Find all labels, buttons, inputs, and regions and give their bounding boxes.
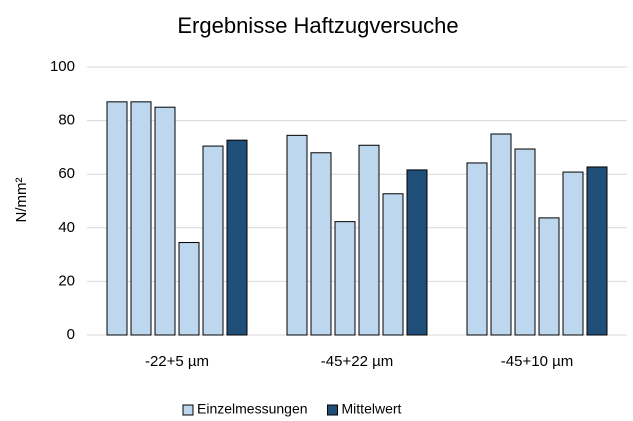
bar [514,148,536,336]
bar [310,152,332,336]
x-tick-label: -45+10 µm [501,353,573,370]
chart-title: Ergebnisse Haftzugversuche [177,13,458,38]
y-tick-label: 60 [58,165,75,182]
y-tick-label: 80 [58,112,75,129]
x-tick-label: -22+5 µm [145,353,209,370]
bar [562,171,584,336]
legend-swatch [182,404,194,416]
bar [358,144,380,336]
legend-label: Einzelmessungen [197,401,308,417]
bar [154,106,176,336]
x-tick-label: -45+22 µm [321,353,393,370]
y-tick-label: 100 [50,58,75,75]
bar [466,162,488,336]
bar [226,139,248,336]
bar [538,217,560,336]
bar [286,134,308,336]
y-axis-label: N/mm² [13,178,30,223]
y-tick-label: 40 [58,219,75,236]
bar [490,133,512,336]
bar [382,193,404,336]
bar [202,145,224,336]
bar [106,101,128,336]
y-tick-label: 20 [58,272,75,289]
bar [130,101,152,336]
y-tick-label: 0 [67,326,75,343]
legend-swatch [327,404,339,416]
bar [406,169,428,336]
legend-label: Mittelwert [342,401,402,417]
bar [586,166,608,336]
bar [178,242,200,336]
bar [334,221,356,336]
